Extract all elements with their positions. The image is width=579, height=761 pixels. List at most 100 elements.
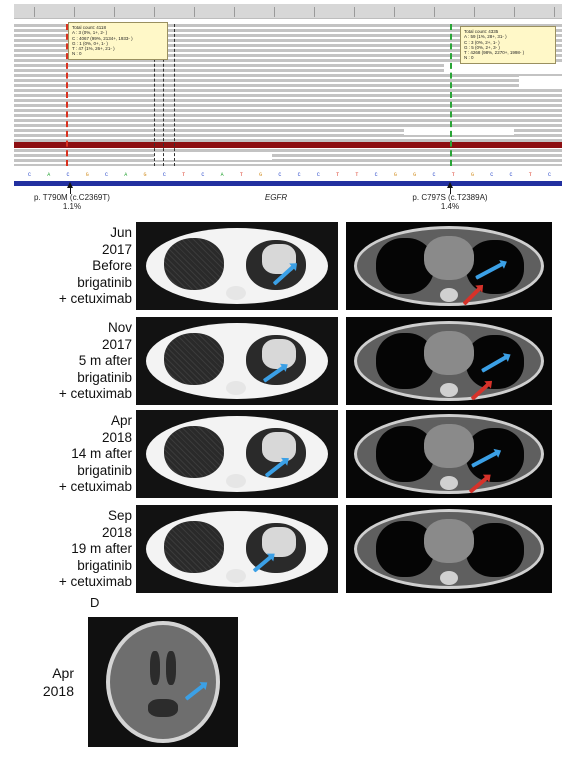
ruler-tick [434, 7, 435, 17]
reference-base: C [316, 172, 320, 178]
spine [226, 286, 246, 300]
ct-mediastinal-window-image [346, 222, 552, 310]
tumor-region [262, 339, 296, 369]
gene-label: EGFR [264, 193, 288, 202]
lung-texture [164, 426, 224, 478]
reference-base: C [297, 172, 301, 178]
reference-base: C [509, 172, 513, 178]
timepoint-line: + cetuximab [58, 291, 132, 306]
timepoint-line: brigatinib [77, 557, 132, 573]
right-lung [164, 521, 224, 573]
ruler-tick [474, 7, 475, 17]
ct-lung-window-image [136, 505, 338, 593]
t790m-variant-column [66, 24, 68, 166]
reference-base: C [105, 172, 109, 178]
t790m-arrow-icon [67, 182, 73, 188]
timepoint-line: 14 m after [71, 446, 132, 461]
reference-base: T [239, 172, 243, 178]
scan-timepoint-label: Jun 2017 Before brigatinib + cetuximab [52, 225, 132, 308]
ruler-tick [34, 7, 35, 17]
spine [440, 383, 458, 397]
scan-timepoint-label: Apr 2018 14 m after brigatinib + cetuximab [52, 413, 132, 496]
timepoint-line: brigatinib [77, 369, 132, 385]
timepoint-line: Sep [107, 508, 132, 523]
timepoint-line: + cetuximab [58, 574, 132, 589]
timepoint-line: brigatinib [77, 462, 132, 478]
heart [424, 236, 474, 280]
timepoint-line: Nov [107, 320, 132, 335]
ct-mediastinal-window-image [346, 505, 552, 593]
reference-base: T [182, 172, 186, 178]
reference-base: T [355, 172, 359, 178]
ruler-tick [554, 7, 555, 17]
ruler-tick [274, 7, 275, 17]
spine [440, 571, 458, 585]
ruler-tick [154, 7, 155, 17]
spine [440, 288, 458, 302]
read-gap [404, 129, 514, 135]
right-lung [164, 238, 224, 290]
popup-line: A : 59 (1%, 28+, 31- ) [464, 34, 507, 40]
ruler-tick [314, 7, 315, 17]
allele-count-popup-right: Total count: 4335 A : 59 (1%, 28+, 31- ) C… [460, 26, 556, 64]
panel-letter: D [90, 595, 100, 610]
locus-marker-line [154, 24, 155, 166]
timepoint-line: 5 m after [78, 353, 132, 368]
popup-line: N : 0 [72, 51, 82, 57]
timepoint-line: + cetuximab [58, 479, 132, 494]
c797s-variant-column [450, 24, 452, 166]
c797s-label: p. C797S (c.T2389A) [412, 193, 488, 202]
reference-base: G [85, 172, 89, 178]
reference-base: G [259, 172, 263, 178]
popup-line: T : 4268 (98%, 2270+, 1998- ) [464, 50, 525, 56]
reference-base: C [374, 172, 378, 178]
reference-base: A [220, 172, 224, 178]
timepoint-line: 2018 [101, 429, 132, 445]
reference-base: G [393, 172, 397, 178]
timepoint-line: 2017 [101, 241, 132, 257]
c797s-pointer [450, 184, 451, 194]
ventricle [148, 699, 178, 717]
igv-ruler-bar [14, 4, 562, 19]
reference-base: C [548, 172, 552, 178]
spine [226, 381, 246, 395]
ct-mediastinal-window-image [346, 410, 552, 498]
reference-base: G [470, 172, 474, 178]
timepoint-line: 2017 [101, 336, 132, 352]
ruler-tick [234, 7, 235, 17]
lung-texture [164, 521, 224, 573]
read-gap [519, 76, 562, 88]
timepoint-line: Jun [110, 225, 132, 240]
t790m-frequency: 1.1% [62, 202, 82, 211]
right-lung [164, 426, 224, 478]
allele-count-popup-left: Total count: 4118 A : 3 (0%, 1+, 2- ) C : … [68, 22, 168, 60]
ruler-tick [514, 7, 515, 17]
reference-base: G [413, 172, 417, 178]
right-lung [164, 333, 224, 385]
ct-mediastinal-window-image [346, 317, 552, 405]
spine [440, 476, 458, 490]
popup-line: A : 3 (0%, 1+, 2- ) [72, 30, 108, 36]
reference-base: T [336, 172, 340, 178]
lung-texture [164, 238, 224, 290]
tumor-region [262, 432, 296, 462]
reference-base: C [162, 172, 166, 178]
timepoint-line: brigatinib [77, 274, 132, 290]
popup-line: G : 5 (0%, 2+, 3- ) [464, 44, 500, 50]
t790m-pointer [70, 184, 71, 194]
popup-line: T : 47 (1%, 26+, 21- ) [72, 46, 115, 52]
timepoint-line: 19 m after [71, 541, 132, 556]
reference-base: C [490, 172, 494, 178]
timepoint-line: Before [92, 258, 132, 273]
reference-base: C [278, 172, 282, 178]
ruler-tick [354, 7, 355, 17]
brain-date-line: 2018 [42, 683, 74, 699]
scan-timepoint-label: Nov 2017 5 m after brigatinib + cetuximab [52, 320, 132, 403]
brain-scan-date: Apr 2018 [14, 664, 74, 700]
left-lung [466, 523, 524, 577]
reference-base: T [451, 172, 455, 178]
c797s-frequency: 1.4% [440, 202, 460, 211]
reference-base: T [528, 172, 532, 178]
c797s-arrow-icon [447, 182, 453, 188]
